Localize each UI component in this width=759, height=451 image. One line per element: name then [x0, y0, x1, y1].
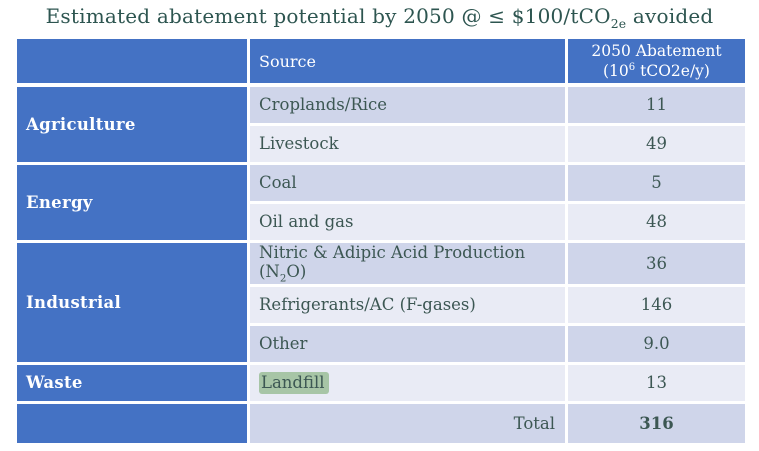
header-abatement-line1: 2050 Abatement — [591, 41, 722, 60]
header-abatement-line2: (106 tCO2e/y) — [603, 61, 710, 81]
source-cell-nitric-adipic: Nitric & Adipic Acid Production (N2O) — [247, 239, 568, 287]
value-cell-refrigerants: 146 — [565, 283, 748, 326]
value-cell-other: 9.0 — [565, 322, 748, 365]
slide-title-subscript: 2e — [610, 16, 627, 31]
table-row: Oil and gas 48 — [16, 200, 748, 243]
table-row: Refrigerants/AC (F-gases) 146 — [16, 283, 748, 326]
slide-title-text: Estimated abatement potential by 2050 @ … — [45, 4, 611, 28]
value-cell-nitric-adipic: 36 — [565, 239, 748, 287]
table-row: Agriculture Croplands/Rice 11 — [14, 83, 748, 165]
table-total-row: Total 316 — [14, 400, 748, 446]
table-row: Other 9.0 — [16, 322, 748, 365]
source-cell-coal: Coal — [247, 161, 568, 204]
source-cell-refrigerants: Refrigerants/AC (F-gases) — [247, 283, 568, 326]
table-row: Industrial Nitric & Adipic Acid Producti… — [14, 239, 748, 365]
table-row: Livestock 49 — [16, 122, 748, 165]
source-cell-livestock: Livestock — [247, 122, 568, 165]
value-cell-oil-and-gas: 48 — [565, 200, 748, 243]
total-category-cell — [14, 400, 250, 446]
category-cell-energy: Energy — [14, 161, 250, 243]
value-cell-coal: 5 — [565, 161, 748, 204]
landfill-highlight: Landfill — [259, 372, 329, 395]
source-cell-other: Other — [247, 322, 568, 365]
total-label-cell: Total — [247, 400, 568, 446]
slide-title: Estimated abatement potential by 2050 @ … — [0, 4, 759, 31]
table-row: Waste Landfill 13 — [14, 361, 748, 404]
abatement-table: Source 2050 Abatement (106 tCO2e/y) Agri… — [14, 36, 748, 446]
total-value-cell: 316 — [565, 400, 748, 446]
header-source-cell: Source — [247, 36, 568, 87]
category-cell-waste: Waste — [14, 361, 250, 404]
table-row: Energy Coal 5 — [14, 161, 748, 243]
source-cell-landfill: Landfill — [247, 361, 568, 404]
value-cell-livestock: 49 — [565, 122, 748, 165]
category-cell-industrial: Industrial — [14, 239, 250, 365]
header-category-cell — [14, 36, 250, 87]
slide-title-suffix: avoided — [626, 4, 714, 28]
category-cell-agriculture: Agriculture — [14, 83, 250, 165]
source-cell-croplands-rice: Croplands/Rice — [247, 83, 568, 126]
source-cell-oil-and-gas: Oil and gas — [247, 200, 568, 243]
value-cell-croplands-rice: 11 — [565, 83, 748, 126]
table-header-row: Source 2050 Abatement (106 tCO2e/y) — [14, 36, 748, 87]
header-abatement-cell: 2050 Abatement (106 tCO2e/y) — [565, 36, 748, 87]
value-cell-landfill: 13 — [565, 361, 748, 404]
